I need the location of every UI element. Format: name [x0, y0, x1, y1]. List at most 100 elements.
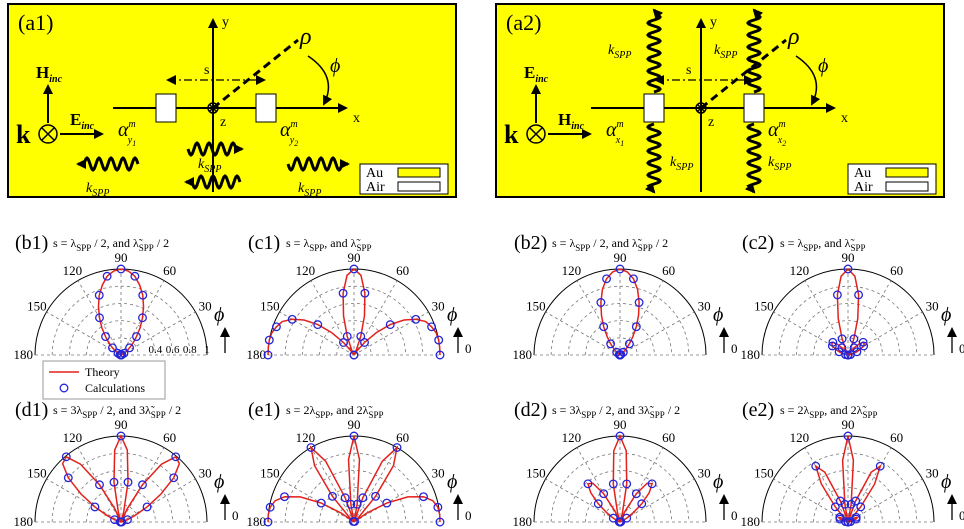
- caption: s = 2λSPP, and 2λ̃SPP: [780, 403, 877, 420]
- theta-tick-label: 150: [754, 298, 774, 313]
- caption: s = 2λSPP, and 2λ̃SPP: [286, 403, 383, 420]
- theta-tick-label: 120: [790, 430, 810, 445]
- grid-circle: [779, 453, 917, 522]
- panel-label: (a2): [506, 10, 541, 35]
- grid-circle: [52, 453, 190, 522]
- theta-tick-label: 90: [348, 417, 361, 432]
- polar-chart: 0306090120150180ϕ(b2)s = λSPP / 2, and λ…: [513, 232, 738, 362]
- caption-subscript: SPP: [650, 410, 665, 420]
- theta-tick-label: 90: [614, 417, 627, 432]
- material-label: Au: [854, 166, 871, 181]
- caption: s = λSPP / 2, and λ̃SPP / 2: [53, 236, 169, 253]
- theta-tick-label: 30: [432, 465, 445, 480]
- caption-text: / 2: [653, 236, 668, 250]
- panel-label: (b1): [15, 232, 48, 254]
- theta-tick-label: 0: [959, 508, 964, 523]
- theta-tick-label: 60: [890, 263, 903, 278]
- r-tick-label: 0.8: [183, 344, 197, 356]
- theta-tick-label: 0: [465, 508, 472, 523]
- y-axis-label: y: [222, 15, 229, 30]
- subscript-index: 1: [620, 139, 624, 148]
- material-swatch: [398, 168, 440, 177]
- theta-tick-label: 120: [63, 263, 83, 278]
- panel-label: (e2): [742, 399, 774, 421]
- r-tick-label: 0.4: [149, 344, 163, 356]
- caption-text: s = λ: [552, 236, 575, 250]
- theta-tick-label: 30: [432, 298, 445, 313]
- caption-text: s = 2λ: [286, 403, 315, 417]
- rho-label: ρ: [787, 24, 800, 50]
- caption: s = λSPP, and λ̃SPP: [286, 236, 371, 253]
- z-axis-label: z: [220, 115, 226, 130]
- phi-label: ϕ: [447, 304, 457, 326]
- material-swatch: [886, 182, 928, 191]
- spp-subscript: SPP: [204, 164, 221, 175]
- caption-subscript: SPP: [82, 410, 97, 420]
- theta-tick-label: 30: [926, 298, 939, 313]
- grid-spoke: [848, 448, 891, 522]
- field-subscript: inc: [49, 74, 62, 85]
- theta-tick-label: 60: [163, 263, 176, 278]
- theta-tick-label: 150: [27, 465, 47, 480]
- theta-tick-label: 60: [662, 430, 675, 445]
- z-axis-label: z: [708, 115, 714, 130]
- caption-subscript: SPP: [803, 243, 818, 253]
- spp-subscript: SPP: [614, 50, 631, 61]
- superscript: m: [291, 119, 298, 130]
- theta-tick-label: 0: [731, 508, 738, 523]
- polar-chart: 0306090120150180ϕ(c2)s = λSPP, and λ̃SPP: [741, 232, 964, 362]
- phi-label: ϕ: [941, 304, 951, 326]
- theta-tick-label: 60: [163, 430, 176, 445]
- caption-text: , and 2λ̃: [824, 403, 866, 417]
- diagram-a2: (a2) k Hinc Einc x y z s ρ ϕ αmx1 αmx2 k…: [496, 4, 944, 197]
- r-tick-label: 0.6: [166, 344, 180, 356]
- caption-text: / 2: [665, 403, 680, 417]
- caption-text: , and λ̃: [818, 236, 854, 250]
- grid-circle: [551, 453, 689, 522]
- x-axis-label: x: [353, 111, 360, 126]
- caption-subscript: SPP: [575, 243, 590, 253]
- dipole: [744, 94, 764, 122]
- caption-subscript: SPP: [315, 410, 330, 420]
- theta-tick-label: 60: [396, 430, 409, 445]
- theta-tick-label: 150: [27, 298, 47, 313]
- wavevector-label: k: [16, 120, 31, 149]
- field-subscript: inc: [571, 121, 584, 132]
- grid-spoke: [47, 312, 121, 355]
- diagram-a1: (a1) k Einc Hinc x y z s ρ ϕ αmy1 αmy2 k…: [8, 4, 456, 199]
- grid-spoke: [354, 312, 428, 355]
- spp-subscript: SPP: [720, 50, 737, 61]
- caption-text: s = 3λ: [53, 403, 82, 417]
- phi-label: ϕ: [818, 55, 828, 77]
- grid-circle: [285, 453, 423, 522]
- material-swatch: [398, 182, 440, 191]
- field-symbol: H: [558, 110, 571, 129]
- caption-subscript: SPP: [638, 243, 653, 253]
- theta-tick-label: 30: [926, 465, 939, 480]
- caption-subscript: SPP: [581, 410, 596, 420]
- subscript-index: 2: [294, 139, 298, 148]
- theta-tick-label: 0: [232, 508, 239, 523]
- theta-tick-label: 30: [199, 298, 212, 313]
- theta-tick-label: 150: [754, 465, 774, 480]
- caption-subscript: SPP: [309, 243, 324, 253]
- grid-spoke: [577, 281, 620, 355]
- phi-label: ϕ: [214, 304, 224, 326]
- theta-tick-label: 30: [199, 465, 212, 480]
- theta-tick-label: 30: [698, 298, 711, 313]
- theta-tick-label: 120: [63, 430, 83, 445]
- theta-tick-label: 0: [731, 341, 738, 356]
- grid-circle: [551, 286, 689, 355]
- phi-label: ϕ: [713, 304, 723, 326]
- caption-subscript: SPP: [151, 410, 166, 420]
- caption-subscript: SPP: [862, 410, 877, 420]
- phi-label: ϕ: [214, 471, 224, 493]
- theta-tick-label: 30: [698, 465, 711, 480]
- caption-text: s = 2λ: [780, 403, 809, 417]
- dipole: [256, 94, 276, 122]
- theta-tick-label: 180: [513, 347, 533, 362]
- caption-text: / 2: [154, 236, 169, 250]
- material-label: Au: [366, 166, 383, 181]
- theta-tick-label: 60: [662, 263, 675, 278]
